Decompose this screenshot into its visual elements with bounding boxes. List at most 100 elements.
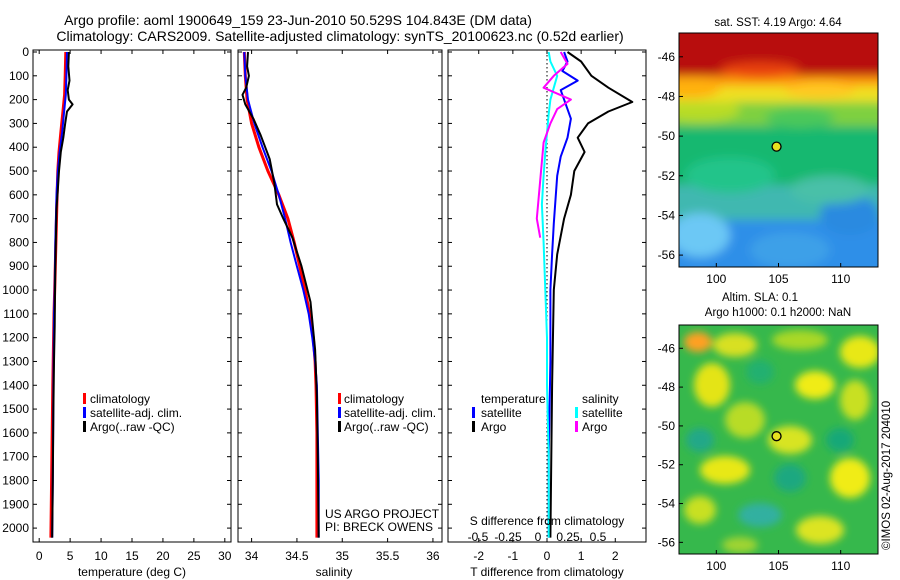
temperature-tick-labels: 0 5 10 15 20 25 30 <box>36 50 232 563</box>
legend-swatch-climatology <box>338 393 341 404</box>
t-difference-xlabel: T difference from climatology <box>470 565 624 579</box>
salinity-xlabel: salinity <box>316 565 353 579</box>
depth-tick-label: 1000 <box>2 283 29 297</box>
imos-watermark: ©IMOS 02-Aug-2017 204010 <box>881 401 893 550</box>
temperature-xlabel: temperature (deg C) <box>78 565 186 579</box>
depth-tick-label: 700 <box>9 212 29 226</box>
legend-swatch-argo <box>83 421 86 432</box>
legend-swatch-t-argo <box>472 421 475 432</box>
legend-temperature-heading: temperature <box>481 392 546 406</box>
depth-tick-label: 1900 <box>2 497 29 511</box>
s-tick-label: 0 <box>535 530 542 544</box>
salinity-plot-frame <box>237 49 443 543</box>
salinity-series <box>241 51 320 538</box>
depth-tick-label: 1700 <box>2 450 29 464</box>
lat-tick-label: -56 <box>658 248 676 262</box>
sst-lat-ticks: -46 -48 -50 -52 -54 -56 <box>658 50 683 262</box>
sla-lat-ticks: -46 -48 -50 -52 -54 -56 <box>658 341 683 549</box>
legend-swatch-satellite <box>83 407 86 418</box>
lon-tick-label: 110 <box>831 559 850 573</box>
float-position-marker <box>771 141 782 152</box>
sst-field <box>679 33 878 267</box>
sla-map-title-line2: Argo h1000: 0.1 h2000: NaN <box>705 307 851 319</box>
depth-tick-label: 400 <box>9 140 29 154</box>
x-tick-label: 30 <box>218 549 232 563</box>
legend-salinity-heading: salinity <box>582 392 619 406</box>
legend-label-s-satellite: satellite <box>582 406 623 420</box>
x-tick-label: 35 <box>336 549 350 563</box>
depth-tick-label: 1400 <box>2 378 29 392</box>
legend-label-climatology: climatology <box>90 392 150 406</box>
sst-map-title: sat. SST: 4.19 Argo: 4.64 <box>714 17 842 29</box>
legend-label-t-argo: Argo <box>481 420 507 434</box>
depth-tick-label: 200 <box>9 93 29 107</box>
x-tick-label: 34 <box>245 549 259 563</box>
depth-tick-label: 300 <box>9 116 29 130</box>
x-tick-label: -2 <box>473 549 484 563</box>
series-line-salinity-satellite <box>540 51 559 538</box>
lon-tick-label: 105 <box>768 559 788 573</box>
legend-label-argo: Argo(..raw -QC) <box>90 420 175 434</box>
s-difference-tick-labels: -0.5 -0.25 0 0.25 0.5 <box>468 530 607 544</box>
x-tick-label: -1 <box>508 549 519 563</box>
x-tick-label: 1 <box>578 549 585 563</box>
legend-label-climatology: climatology <box>344 392 404 406</box>
t-difference-tick-labels: -2 -1 0 1 2 <box>473 50 619 563</box>
lon-tick-label: 100 <box>706 559 726 573</box>
depth-tick-label: 1300 <box>2 354 29 368</box>
lon-tick-label: 105 <box>768 272 788 286</box>
temperature-legend: climatology satellite-adj. clim. Argo(..… <box>83 392 182 434</box>
series-line-salinity-argo <box>535 51 572 238</box>
lat-tick-label: -50 <box>658 419 676 433</box>
x-tick-label: 15 <box>125 549 139 563</box>
x-tick-label: 0 <box>544 549 551 563</box>
s-tick-label: 0.25 <box>556 530 580 544</box>
sla-map: Altim. SLA: 0.1 Argo h1000: 0.1 h2000: N… <box>658 292 879 573</box>
legend-label-satellite: satellite-adj. clim. <box>344 406 436 420</box>
depth-tick-label: 2000 <box>2 521 29 535</box>
project-pi: PI: BRECK OWENS <box>325 520 433 534</box>
s-tick-label: 0.5 <box>590 530 607 544</box>
lat-tick-label: -50 <box>658 129 676 143</box>
lat-tick-label: -52 <box>658 458 676 472</box>
s-difference-xlabel: S difference from climatology <box>470 514 625 528</box>
x-tick-label: 35.5 <box>376 549 400 563</box>
legend-label-argo: Argo(..raw -QC) <box>344 420 429 434</box>
lat-tick-label: -56 <box>658 535 676 549</box>
x-tick-label: 0 <box>36 549 43 563</box>
legend-label-s-argo: Argo <box>582 420 608 434</box>
sla-map-title-line1: Altim. SLA: 0.1 <box>722 292 798 304</box>
legend-swatch-s-argo <box>575 421 578 432</box>
legend-swatch-argo <box>338 421 341 432</box>
series-line-temperature-argo <box>549 51 634 538</box>
s-tick-label: -0.25 <box>494 530 522 544</box>
legend-swatch-climatology <box>83 393 86 404</box>
depth-tick-label: 600 <box>9 188 29 202</box>
legend-label-t-satellite: satellite <box>481 406 522 420</box>
x-tick-label: 25 <box>187 549 201 563</box>
difference-panel: -2 -1 0 1 2 -0.5 -0.25 0 0.25 0.5 S difference f… <box>447 49 647 579</box>
float-position-marker <box>771 431 782 442</box>
depth-tick-label: 800 <box>9 235 29 249</box>
lat-tick-label: -54 <box>658 208 676 222</box>
salinity-tick-labels: 34 34.5 35 35.5 36 <box>245 50 440 563</box>
sst-lon-ticks: 100 105 110 <box>706 263 851 286</box>
salinity-panel: 34 34.5 35 35.5 36 salinity climatology sate… <box>237 49 443 579</box>
depth-tick-label: 100 <box>9 69 29 83</box>
depth-tick-label: 1600 <box>2 426 29 440</box>
salinity-depth-ticks <box>238 51 442 529</box>
x-tick-label: 5 <box>67 549 74 563</box>
series-line-temperature-satellite <box>547 51 579 538</box>
figure-title-line2: Climatology: CARS2009. Satellite-adjuste… <box>56 28 623 44</box>
lon-tick-label: 110 <box>831 272 850 286</box>
depth-tick-label: 1100 <box>3 307 29 321</box>
x-tick-label: 20 <box>156 549 170 563</box>
salinity-legend: climatology satellite-adj. clim. Argo(..… <box>338 392 436 434</box>
depth-tick-label: 1800 <box>2 473 29 487</box>
temperature-plot-frame <box>32 49 232 543</box>
lat-tick-label: -46 <box>658 50 676 64</box>
legend-swatch-satellite <box>338 407 341 418</box>
temperature-panel: 0100200300400500600700800900100011001200… <box>2 45 232 579</box>
depth-tick-labels: 0 100 200 300 400 500 600 700 800 900 1000 1100 1200… <box>2 45 231 535</box>
